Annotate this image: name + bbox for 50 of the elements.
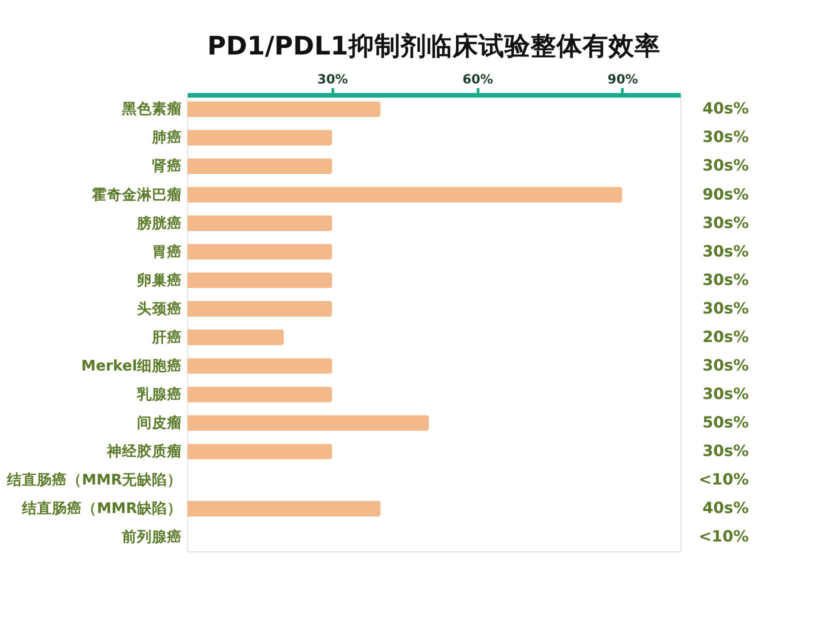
text: <10% (698, 470, 749, 489)
bar (187, 101, 381, 117)
data-label: 30s% (702, 385, 750, 404)
y-tick-label: 前列腺癌 (121, 528, 182, 546)
data-label: 30s% (702, 156, 750, 175)
bar (187, 330, 284, 346)
data-label: 30s% (702, 356, 750, 375)
data-label: 30s% (702, 214, 750, 232)
data-label: 20s% (702, 328, 750, 346)
bar (187, 215, 332, 232)
y-tick-label: 霍奇金淋巴瘤 (91, 185, 182, 204)
bar (187, 500, 381, 516)
data-label: 50s% (702, 414, 750, 432)
y-tick-label: Merkel细胞癌 (81, 356, 182, 375)
y-tick-label: 肝癌 (151, 328, 182, 346)
bar (187, 186, 622, 203)
bar (187, 415, 429, 431)
y-tick-label: 结直肠癌（MMR缺陷） (20, 499, 182, 518)
x-tick-label: 60% (462, 72, 494, 88)
data-label: 30s% (702, 442, 750, 460)
bar (187, 444, 332, 460)
data-label: 30s% (702, 270, 750, 289)
bar (187, 358, 332, 374)
data-label: 30s% (702, 299, 750, 318)
data-label: 30s% (702, 242, 750, 260)
bar (187, 158, 332, 174)
data-label: 40s% (702, 100, 750, 118)
y-tick-label: 胃癌 (152, 242, 182, 260)
data-label: 30s% (702, 128, 750, 146)
y-tick-label: 神经胶质瘤 (106, 442, 182, 460)
bar (187, 301, 332, 317)
y-tick-label: 膀胱癌 (136, 214, 182, 232)
y-tick-label: 间皮瘤 (137, 414, 182, 432)
y-tick-label: 黑色素瘤 (121, 100, 182, 118)
text: <10% (698, 528, 749, 546)
y-tick-label: 肺癌 (151, 128, 182, 146)
bar (187, 244, 332, 260)
y-tick-label: 头颈癌 (137, 299, 182, 318)
y-tick-label: 肾癌 (152, 156, 182, 175)
y-tick-label: 卵巢癌 (136, 270, 182, 289)
bar (187, 130, 332, 146)
y-tick-label: 乳腺癌 (136, 385, 182, 404)
chart-title: PD1/PDL1抑制剂临床试验整体有效率 (207, 32, 660, 62)
data-label: 40s% (702, 499, 750, 518)
bar (187, 272, 332, 288)
bar (187, 386, 332, 402)
x-tick-label: 30% (317, 72, 348, 88)
y-tick-label: 结直肠癌（MMR无缺陷） (6, 470, 182, 489)
data-label: 90s% (702, 185, 750, 204)
x-tick-label: 90% (607, 72, 638, 88)
